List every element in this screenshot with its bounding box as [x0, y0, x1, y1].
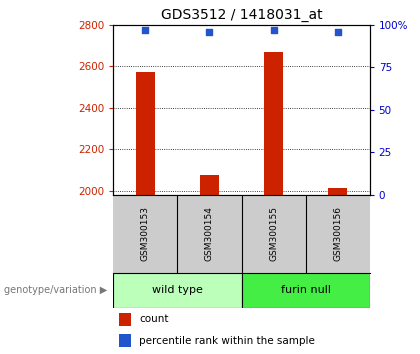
Text: furin null: furin null: [281, 285, 331, 295]
Text: GSM300153: GSM300153: [141, 206, 150, 261]
Text: percentile rank within the sample: percentile rank within the sample: [139, 336, 315, 346]
Title: GDS3512 / 1418031_at: GDS3512 / 1418031_at: [161, 8, 322, 22]
Bar: [136, 73, 155, 195]
Bar: [328, 188, 347, 195]
Text: GSM300155: GSM300155: [269, 206, 278, 261]
Bar: [118, 334, 131, 347]
Text: count: count: [139, 314, 168, 325]
Text: wild type: wild type: [152, 285, 203, 295]
Point: [142, 27, 149, 33]
Bar: [113, 273, 241, 308]
Bar: [264, 52, 283, 195]
Text: GSM300154: GSM300154: [205, 206, 214, 261]
Point: [206, 29, 213, 34]
Bar: [200, 175, 219, 195]
Bar: [241, 273, 370, 308]
Bar: [118, 313, 131, 326]
Point: [334, 29, 341, 34]
Text: genotype/variation ▶: genotype/variation ▶: [4, 285, 108, 295]
Point: [270, 27, 277, 33]
Text: GSM300156: GSM300156: [333, 206, 342, 261]
